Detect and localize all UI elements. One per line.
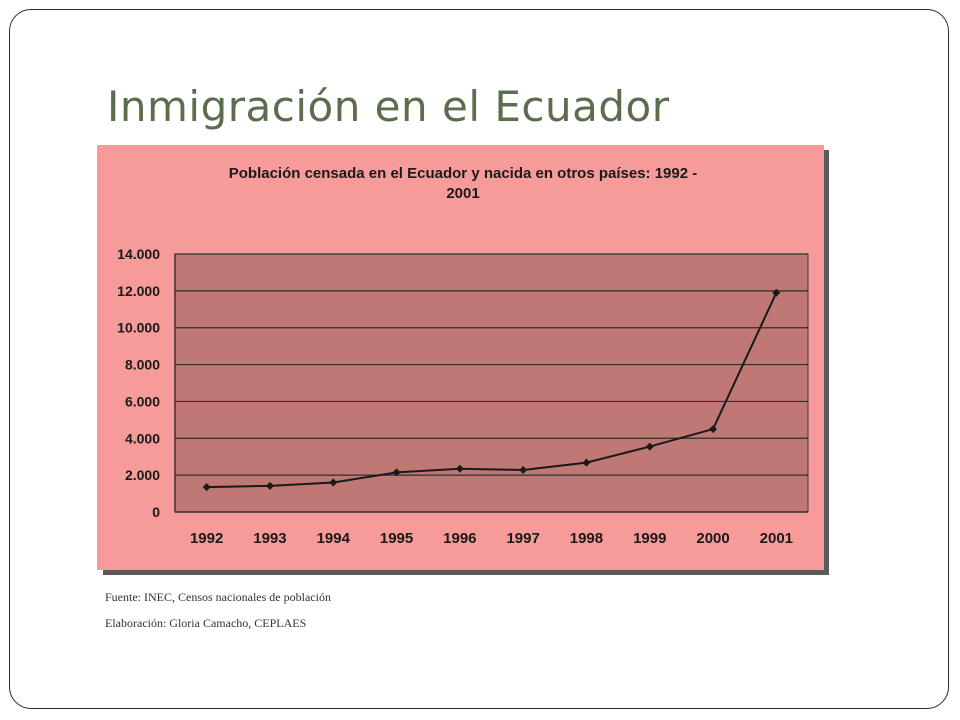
data-point: [329, 478, 338, 487]
data-point: [519, 465, 528, 474]
x-tick-label: 1997: [506, 530, 539, 547]
y-tick-label: 14.000: [117, 246, 160, 262]
chart-title-line: Población censada en el Ecuador y nacida…: [229, 165, 698, 182]
x-tick-label: 1992: [190, 530, 223, 547]
chart-title-line: 2001: [446, 185, 479, 202]
chart: 0 2.000 4.000 6.000 8.000 10.000 12.000 14.000 1…: [97, 145, 824, 570]
plot-area: [174, 253, 809, 513]
series-line: [206, 292, 778, 489]
x-tick-label: 2001: [760, 530, 793, 547]
x-tick-label: 1993: [253, 530, 286, 547]
y-tick-label: 12.000: [117, 283, 160, 299]
y-tick-label: 2.000: [125, 467, 160, 483]
data-point: [772, 288, 781, 297]
y-tick-label: 6.000: [125, 393, 160, 409]
x-tick-label: 1999: [633, 530, 666, 547]
credit-note: Elaboración: Gloria Camacho, CEPLAES: [105, 616, 307, 630]
slide-title: Inmigración en el Ecuador: [107, 82, 670, 131]
x-tick-label: 1998: [570, 530, 603, 547]
x-tick-label: 1996: [443, 530, 476, 547]
chart-svg: 0 2.000 4.000 6.000 8.000 10.000 12.000 14.000 1…: [97, 145, 824, 570]
y-tick-label: 8.000: [125, 357, 160, 373]
source-note: Fuente: INEC, Censos nacionales de pobla…: [105, 590, 331, 604]
y-tick-label: 4.000: [125, 430, 160, 446]
x-tick-label: 1994: [317, 530, 351, 547]
data-point: [645, 442, 654, 451]
data-point: [202, 483, 211, 492]
data-point: [709, 425, 718, 434]
y-tick-label: 10.000: [117, 320, 160, 336]
data-point: [392, 468, 401, 477]
data-point: [455, 464, 464, 473]
data-point: [582, 458, 591, 467]
data-point: [265, 481, 274, 490]
y-tick-label: 0: [152, 504, 160, 520]
x-tick-label: 2000: [696, 530, 729, 547]
x-tick-label: 1995: [380, 530, 413, 547]
